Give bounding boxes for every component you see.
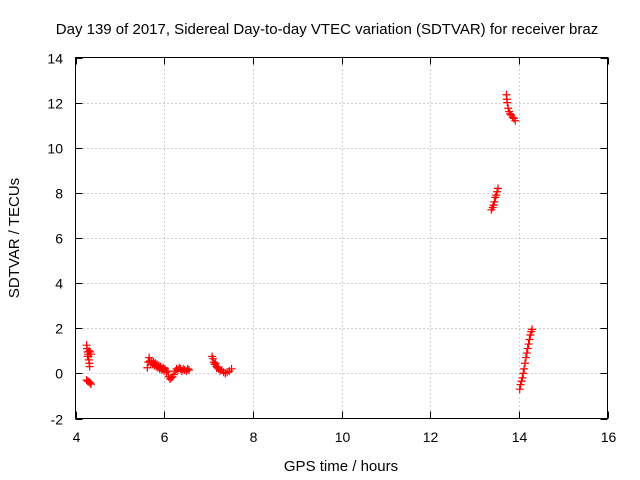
data-point bbox=[524, 340, 533, 349]
data-point bbox=[511, 116, 520, 125]
x-tick-labels: 4 6 8 10 12 14 16 bbox=[73, 429, 617, 445]
y-tick-label: -2 bbox=[51, 412, 64, 428]
data-point bbox=[85, 346, 94, 355]
data-point bbox=[528, 325, 537, 334]
data-point bbox=[227, 364, 236, 373]
x-tick-label: 12 bbox=[423, 429, 439, 445]
data-point bbox=[519, 369, 528, 378]
y-tick-label: 4 bbox=[55, 276, 63, 292]
data-point bbox=[490, 197, 499, 206]
y-axis-label: SDTVAR / TECUs bbox=[6, 178, 23, 298]
chart-title: Day 139 of 2017, Sidereal Day-to-day VTE… bbox=[56, 21, 598, 38]
plot-border bbox=[75, 57, 608, 419]
data-point bbox=[492, 191, 501, 200]
data-point bbox=[184, 365, 193, 374]
data-point bbox=[516, 380, 525, 389]
x-tick-label: 14 bbox=[512, 429, 528, 445]
data-point bbox=[87, 350, 96, 359]
data-point bbox=[518, 373, 527, 382]
x-tick-label: 4 bbox=[73, 429, 81, 445]
x-tick-label: 10 bbox=[335, 429, 351, 445]
data-point bbox=[163, 367, 172, 376]
y-tick-label: 8 bbox=[55, 186, 63, 202]
x-tick-label: 8 bbox=[250, 429, 258, 445]
y-tick-label: 12 bbox=[47, 96, 63, 112]
data-point bbox=[525, 335, 534, 344]
data-point bbox=[87, 380, 96, 389]
data-point bbox=[162, 368, 171, 377]
y-tick-label: 0 bbox=[55, 366, 63, 382]
x-tick-label: 16 bbox=[601, 429, 617, 445]
data-points bbox=[82, 90, 537, 394]
y-tick-label: 2 bbox=[55, 321, 63, 337]
data-point bbox=[523, 344, 532, 353]
data-point bbox=[154, 361, 163, 370]
data-point bbox=[86, 378, 95, 387]
data-point bbox=[489, 201, 498, 210]
data-point bbox=[493, 184, 502, 193]
data-point bbox=[520, 364, 529, 373]
data-point bbox=[517, 377, 526, 386]
data-point bbox=[208, 354, 217, 363]
data-point bbox=[85, 362, 94, 371]
data-point bbox=[522, 349, 531, 358]
data-point bbox=[159, 363, 168, 372]
data-point bbox=[503, 98, 512, 107]
data-point bbox=[211, 359, 220, 368]
data-point bbox=[504, 104, 513, 113]
x-tick-label: 6 bbox=[161, 429, 169, 445]
y-tick-label: 10 bbox=[47, 141, 63, 157]
y-tick-label: 14 bbox=[47, 51, 63, 67]
data-point bbox=[183, 364, 192, 373]
data-point bbox=[169, 370, 178, 379]
data-point bbox=[521, 353, 530, 362]
x-axis-label: GPS time / hours bbox=[284, 458, 398, 475]
data-point bbox=[143, 363, 152, 372]
data-point bbox=[521, 359, 530, 368]
data-point bbox=[515, 385, 524, 394]
y-tick-labels: -2 0 2 4 6 8 10 12 14 bbox=[47, 51, 63, 428]
data-point bbox=[216, 367, 225, 376]
data-point bbox=[493, 187, 502, 196]
data-point bbox=[526, 331, 535, 340]
y-tick-label: 6 bbox=[55, 231, 63, 247]
axis-ticks bbox=[75, 57, 609, 420]
